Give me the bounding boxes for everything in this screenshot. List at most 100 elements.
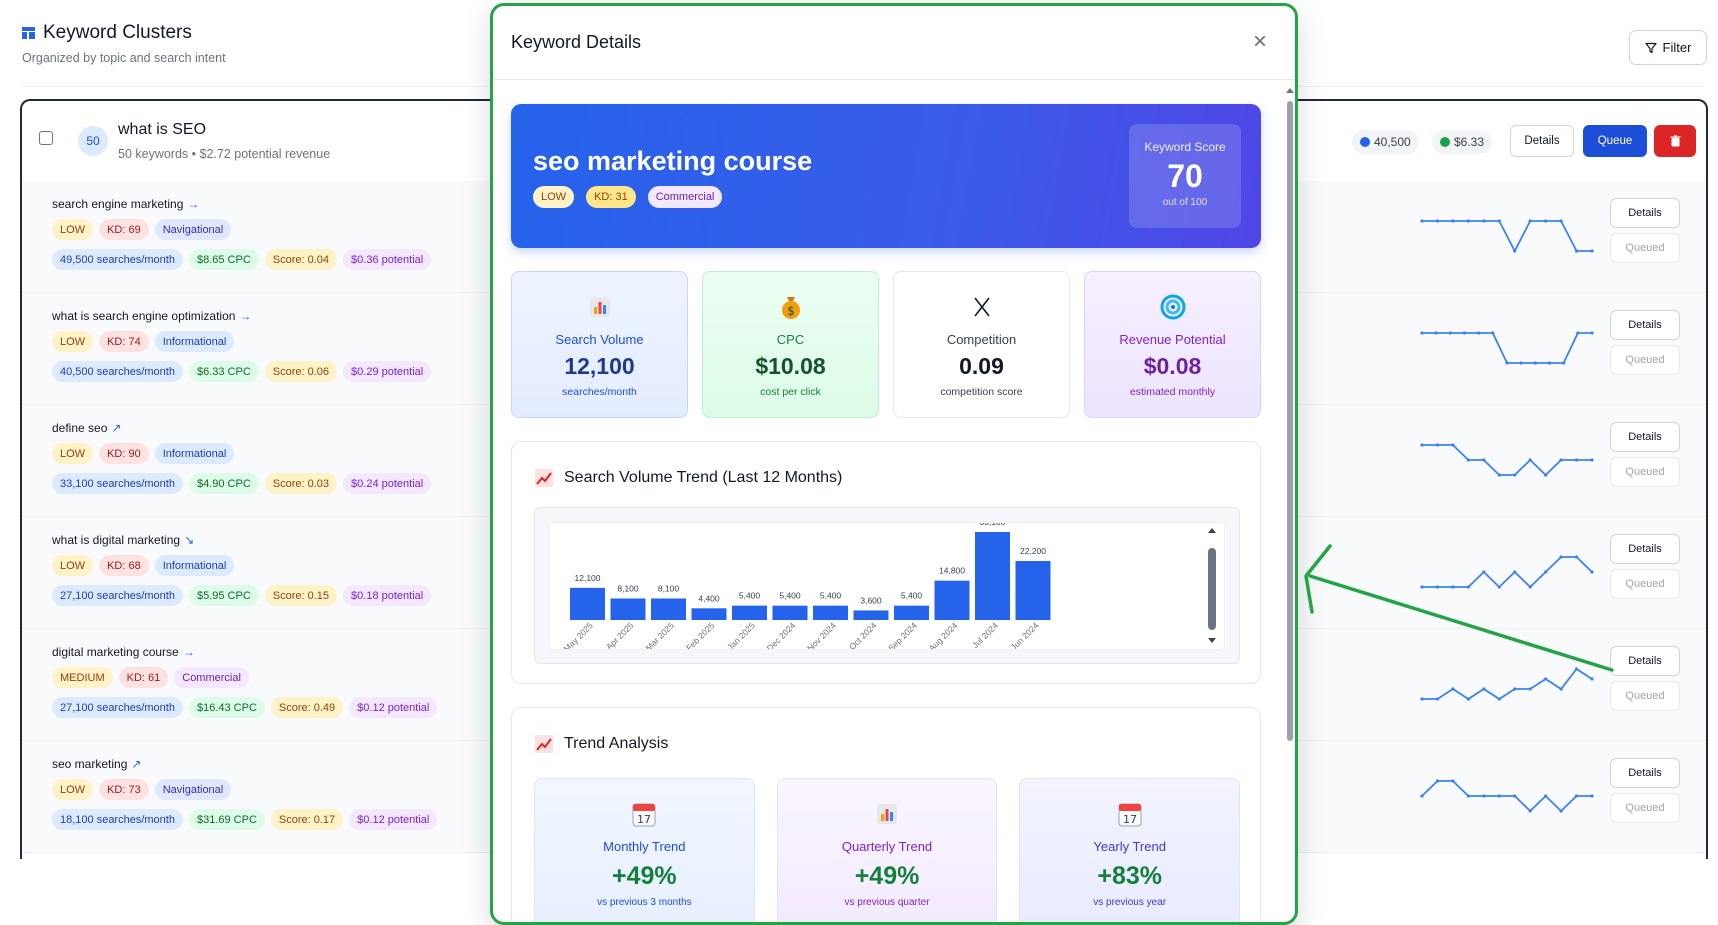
sparkline-point — [1559, 687, 1563, 691]
metric-value: $0.08 — [1143, 353, 1202, 379]
scroll-up-icon[interactable] — [1208, 528, 1216, 533]
cluster-queue-button[interactable]: Queue — [1583, 125, 1647, 157]
chart-tick-label: Jun 2024 — [1009, 620, 1041, 650]
competition-badge: MEDIUM — [52, 667, 113, 688]
keyword-details-button[interactable]: Details — [1610, 534, 1680, 564]
chart-bar[interactable] — [651, 598, 686, 620]
sparkline-point — [1519, 361, 1523, 365]
keyword-queued-button[interactable]: Queued — [1610, 793, 1680, 823]
external-link-icon[interactable]: ↘ — [184, 533, 195, 547]
metric-sub: searches/month — [562, 386, 637, 398]
hero-keyword: seo marketing course — [533, 146, 813, 176]
cluster-meta: 50 keywords • $2.72 potential revenue — [118, 147, 331, 161]
arrow-right-icon[interactable]: → — [182, 645, 195, 659]
scroll-down-icon[interactable] — [1208, 638, 1216, 643]
keyword-queued-button[interactable]: Queued — [1610, 569, 1680, 599]
potential-badge: $0.12 potential — [349, 697, 438, 718]
analysis-card-title-text: Trend Analysis — [564, 735, 669, 752]
cluster-header: 50 what is SEO 50 keywords • $2.72 poten… — [22, 101, 1706, 181]
keyword-details-button[interactable]: Details — [1610, 646, 1680, 676]
chart-tick-label: Oct 2024 — [847, 620, 879, 650]
calendar-icon: 17 — [535, 799, 754, 829]
keyword-title[interactable]: seo marketing ↗ — [52, 757, 141, 771]
score-badge: Score: 0.15 — [264, 585, 338, 606]
modal-scrollbar[interactable] — [1285, 86, 1295, 922]
keyword-title-text[interactable]: search engine marketing — [52, 197, 184, 211]
keyword-details-button[interactable]: Details — [1610, 310, 1680, 340]
score-badge: Score: 0.17 — [270, 809, 344, 830]
metric-value: 12,100 — [564, 353, 635, 379]
keyword-title-text[interactable]: what is digital marketing — [52, 533, 181, 547]
intent-badge: Informational — [154, 443, 235, 464]
sparkline-point — [1451, 779, 1455, 783]
keyword-queued-button[interactable]: Queued — [1610, 233, 1680, 263]
chart-scrollbar[interactable] — [1207, 526, 1217, 646]
chart-bar[interactable] — [934, 580, 970, 620]
sparkline-point — [1420, 443, 1424, 447]
cluster-volume-pill: 40,500 — [1352, 130, 1419, 154]
intent-badge: Navigational — [154, 779, 232, 800]
keyword-queued-button[interactable]: Queued — [1610, 345, 1680, 375]
sparkline-point — [1528, 809, 1532, 813]
arrow-right-icon[interactable]: → — [239, 309, 252, 323]
chart-bar[interactable] — [772, 605, 808, 620]
target-icon — [1085, 292, 1260, 322]
sparkline-point — [1466, 585, 1470, 589]
arrow-right-icon[interactable]: → — [187, 197, 200, 211]
sparkline-point — [1497, 697, 1501, 701]
keyword-title-text[interactable]: digital marketing course — [52, 645, 179, 659]
keyword-queued-button[interactable]: Queued — [1610, 681, 1680, 711]
metric-value: 0.09 — [959, 353, 1004, 379]
chart-bar[interactable] — [610, 598, 646, 620]
cluster-details-button[interactable]: Details — [1510, 125, 1574, 157]
chart-bar[interactable] — [894, 605, 929, 620]
chart-scroll-thumb[interactable] — [1208, 548, 1216, 630]
filter-button[interactable]: Filter — [1629, 30, 1707, 65]
scroll-up-icon[interactable] — [1286, 88, 1294, 93]
chart-bar[interactable] — [691, 608, 727, 620]
sparkline-point — [1435, 585, 1440, 589]
keyword-title-text[interactable]: what is search engine optimization — [52, 309, 236, 323]
page-title-text: Keyword Clusters — [43, 22, 192, 43]
competition-badge: LOW — [52, 331, 94, 352]
sparkline-point — [1482, 219, 1486, 223]
trend-sub: vs previous year — [1093, 897, 1167, 908]
search-volume-bar-chart: 12,100 May 2025 8,100 Apr 2025 8,100 Mar 2025… — [561, 523, 1051, 650]
chart-bar[interactable] — [732, 605, 767, 620]
keyword-title-text[interactable]: seo marketing — [52, 757, 128, 771]
sparkline-line — [1422, 332, 1592, 364]
keyword-details-button[interactable]: Details — [1610, 422, 1680, 452]
sparkline-point — [1574, 249, 1579, 253]
keyword-details-button[interactable]: Details — [1610, 758, 1680, 788]
keyword-title[interactable]: what is digital marketing ↘ — [52, 533, 194, 547]
cpc-badge: $6.33 CPC — [188, 361, 259, 382]
sparkline-point — [1513, 687, 1517, 691]
external-link-icon[interactable]: ↗ — [131, 757, 142, 771]
keyword-title[interactable]: define seo ↗ — [52, 421, 121, 435]
chart-tick-label: Nov 2024 — [805, 620, 838, 650]
keyword-title[interactable]: digital marketing course → — [52, 645, 195, 659]
modal-scroll-thumb[interactable] — [1287, 101, 1293, 741]
keyword-title[interactable]: search engine marketing → — [52, 197, 199, 211]
keyword-title-text[interactable]: define seo — [52, 421, 108, 435]
monthly-trend-tile: 17 Monthly Trend +49% vs previous 3 mont… — [534, 778, 755, 922]
trend-card-title: Search Volume Trend (Last 12 Months) — [534, 468, 842, 488]
sparkline-point — [1497, 473, 1501, 477]
chart-bar[interactable] — [570, 587, 605, 620]
sparkline-point — [1420, 219, 1424, 223]
chart-bar[interactable] — [853, 610, 889, 620]
keyword-details-button[interactable]: Details — [1610, 198, 1680, 228]
external-link-icon[interactable]: ↗ — [111, 421, 122, 435]
keyword-title[interactable]: what is search engine optimization → — [52, 309, 251, 323]
chart-data-label: 8,100 — [658, 583, 680, 593]
chart-bar[interactable] — [975, 532, 1010, 620]
keyword-queued-button[interactable]: Queued — [1610, 457, 1680, 487]
chart-bar[interactable] — [1015, 560, 1051, 620]
cluster-checkbox[interactable] — [39, 131, 53, 145]
keyword-stats: 33,100 searches/month $4.90 CPC Score: 0.0… — [52, 473, 432, 494]
score-badge: Score: 0.03 — [264, 473, 338, 494]
cluster-delete-button[interactable] — [1654, 125, 1696, 157]
close-icon[interactable]: × — [1252, 28, 1267, 55]
intent-badge: Informational — [154, 331, 235, 352]
chart-bar[interactable] — [813, 605, 848, 620]
